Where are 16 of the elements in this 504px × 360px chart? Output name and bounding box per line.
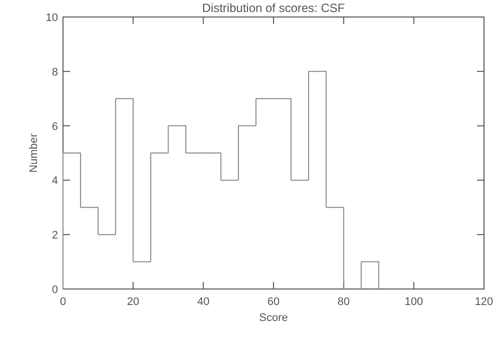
y-tick-label: 4 xyxy=(52,175,58,188)
x-tick-label: 80 xyxy=(338,296,350,308)
y-tick-label: 0 xyxy=(52,284,58,296)
y-axis-title: Number xyxy=(28,133,40,173)
y-tick-label: 2 xyxy=(52,230,58,242)
x-tick-label: 20 xyxy=(127,296,140,308)
y-tick-label: 8 xyxy=(52,66,58,78)
x-tick-label: 60 xyxy=(267,296,280,308)
x-axis-title: Score xyxy=(259,312,288,324)
y-tick-label: 6 xyxy=(52,120,58,133)
x-tick-label: 40 xyxy=(197,296,210,308)
x-tick-label: 120 xyxy=(474,296,494,308)
y-tick-label: 10 xyxy=(46,12,58,24)
x-tick-label: 100 xyxy=(404,296,424,308)
x-tick-label: 0 xyxy=(60,296,66,308)
chart-title: Distribution of scores: CSF xyxy=(202,1,345,15)
